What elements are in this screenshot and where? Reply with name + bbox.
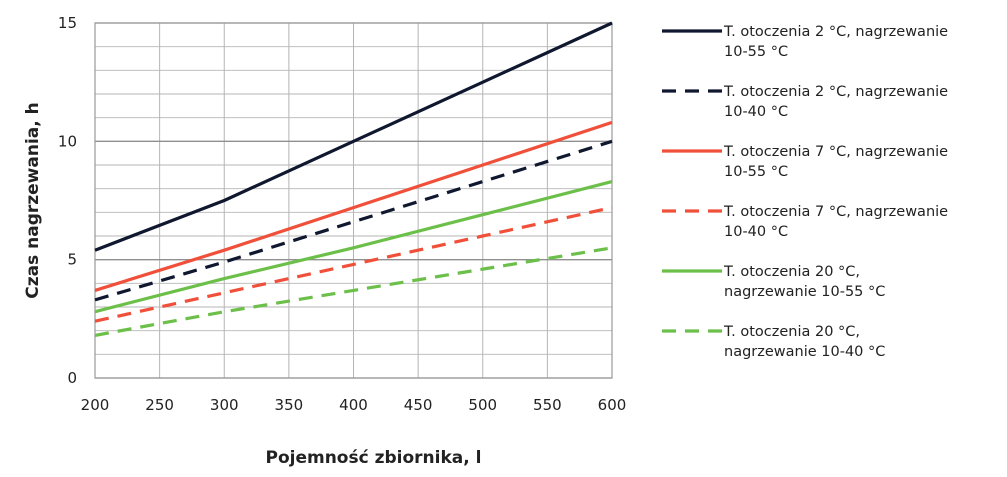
x-tick-label: 400 xyxy=(339,396,368,414)
series-line-3 xyxy=(94,120,613,292)
x-tick-label: 550 xyxy=(533,396,562,414)
x-tick-label: 300 xyxy=(210,396,239,414)
y-tick-label: 5 xyxy=(67,251,77,269)
legend-label: T. otoczenia 7 °C, nagrzewanie xyxy=(723,204,948,220)
legend-label: T. otoczenia 20 °C, xyxy=(723,264,860,280)
x-tick-label: 200 xyxy=(81,396,110,414)
legend-label: nagrzewanie 10-40 °C xyxy=(724,344,885,360)
legend-label: T. otoczenia 2 °C, nagrzewanie xyxy=(723,84,948,100)
x-tick-label: 350 xyxy=(275,396,304,414)
legend-label: nagrzewanie 10-55 °C xyxy=(724,284,885,300)
x-axis-title: Pojemność zbiornika, l xyxy=(266,448,482,468)
x-tick-label: 500 xyxy=(468,396,497,414)
legend-label: T. otoczenia 7 °C, nagrzewanie xyxy=(723,144,948,160)
y-tick-label: 15 xyxy=(58,14,77,32)
y-tick-label: 0 xyxy=(67,369,77,387)
legend-label: T. otoczenia 20 °C, xyxy=(723,324,860,340)
series-line-4 xyxy=(94,206,613,323)
legend-label: 10-40 °C xyxy=(724,104,788,120)
y-tick-label: 10 xyxy=(58,132,77,150)
x-tick-label: 250 xyxy=(145,396,174,414)
series-line-2 xyxy=(94,139,613,302)
legend-label: T. otoczenia 2 °C, nagrzewanie xyxy=(723,24,948,40)
plot-frame xyxy=(94,22,613,379)
series-line-6 xyxy=(94,246,613,337)
legend-label: 10-55 °C xyxy=(724,164,788,180)
x-tick-label: 450 xyxy=(404,396,433,414)
series-line-1 xyxy=(94,21,613,252)
series-line-5 xyxy=(94,180,613,314)
x-tick-label: 600 xyxy=(598,396,627,414)
legend-label: 10-55 °C xyxy=(724,44,788,60)
y-axis-title: Czas nagrzewania, h xyxy=(23,102,43,299)
legend-label: 10-40 °C xyxy=(724,224,788,240)
